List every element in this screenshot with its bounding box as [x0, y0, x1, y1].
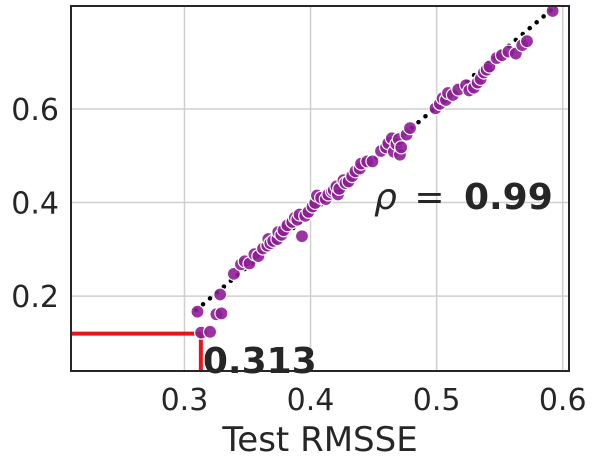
- tick-labels: 0.3 0.4 0.5 0.6 0.2 0.4 0.6: [11, 93, 586, 418]
- callout-value-label: 0.313: [203, 341, 317, 382]
- y-tick-label: 0.2: [11, 280, 59, 315]
- rho-equals: =: [414, 177, 444, 218]
- plot-frame: [70, 5, 570, 372]
- x-tick-label: 0.5: [413, 383, 461, 418]
- data-points: [190, 3, 560, 340]
- x-axis-title: Test RMSSE: [221, 420, 417, 460]
- scatter-point: [213, 287, 228, 302]
- correlation-annotation: ρ = 0.99: [374, 177, 553, 218]
- scatter-point: [294, 229, 310, 244]
- x-tick-label: 0.4: [287, 383, 335, 418]
- y-tick-label: 0.6: [11, 93, 59, 128]
- scatter-point: [214, 306, 229, 321]
- scatter-point: [402, 120, 418, 136]
- rho-value: 0.99: [464, 177, 553, 218]
- scatter-point: [190, 304, 205, 319]
- y-tick-label: 0.4: [11, 187, 59, 222]
- x-tick-label: 0.6: [539, 383, 587, 418]
- scatter-point: [365, 154, 380, 169]
- scatter-point: [545, 3, 560, 19]
- x-tick-label: 0.3: [161, 383, 209, 418]
- callout-lines: [71, 331, 203, 371]
- scatter-point: [394, 140, 409, 155]
- scatter-point: [519, 34, 535, 49]
- rho-symbol: ρ: [374, 177, 397, 218]
- scatter-point: [202, 324, 218, 339]
- scatter-point: [226, 266, 241, 281]
